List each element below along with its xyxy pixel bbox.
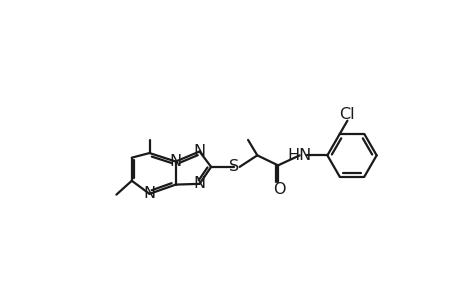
Text: N: N: [169, 154, 181, 169]
Text: N: N: [193, 144, 205, 159]
Text: N: N: [193, 176, 205, 191]
Text: N: N: [143, 186, 155, 201]
Text: S: S: [229, 159, 239, 174]
Text: HN: HN: [287, 148, 311, 163]
Text: Cl: Cl: [339, 107, 354, 122]
Text: O: O: [273, 182, 285, 197]
